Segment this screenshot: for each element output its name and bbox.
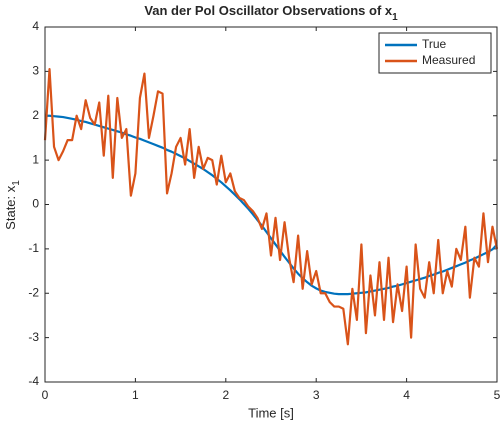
ylabel-text: State: x <box>3 185 18 230</box>
y-tick-label: 3 <box>32 64 39 78</box>
y-tick-label: 4 <box>32 19 39 33</box>
x-tick-label: 4 <box>403 388 410 402</box>
chart-title: Van der Pol Oscillator Observations of x… <box>144 3 398 22</box>
x-tick-label: 0 <box>42 388 49 402</box>
y-tick-label: -2 <box>28 285 39 299</box>
plot-area <box>45 27 497 382</box>
title-subscript: 1 <box>392 12 398 23</box>
y-tick-label: 1 <box>32 152 39 166</box>
y-tick-label: 2 <box>32 108 39 122</box>
legend-box <box>378 32 492 74</box>
axes-box <box>44 26 498 383</box>
x-tick-label: 1 <box>132 388 139 402</box>
x-tick-label: 5 <box>494 388 501 402</box>
series-line <box>43 68 499 346</box>
legend-label: True <box>422 37 447 51</box>
y-axis-label: State: x1 <box>3 180 21 230</box>
title-text: Van der Pol Oscillator Observations of x <box>144 3 393 18</box>
legend-label: Measured <box>422 53 475 67</box>
x-tick-label: 2 <box>222 388 229 402</box>
y-tick-label: -3 <box>28 330 39 344</box>
ylabel-subscript: 1 <box>11 180 22 186</box>
y-tick-label: -1 <box>28 241 39 255</box>
x-tick-label: 3 <box>313 388 320 402</box>
y-tick-label: 0 <box>32 197 39 211</box>
y-tick-label: -4 <box>28 374 39 388</box>
x-axis-label: Time [s] <box>248 405 294 420</box>
